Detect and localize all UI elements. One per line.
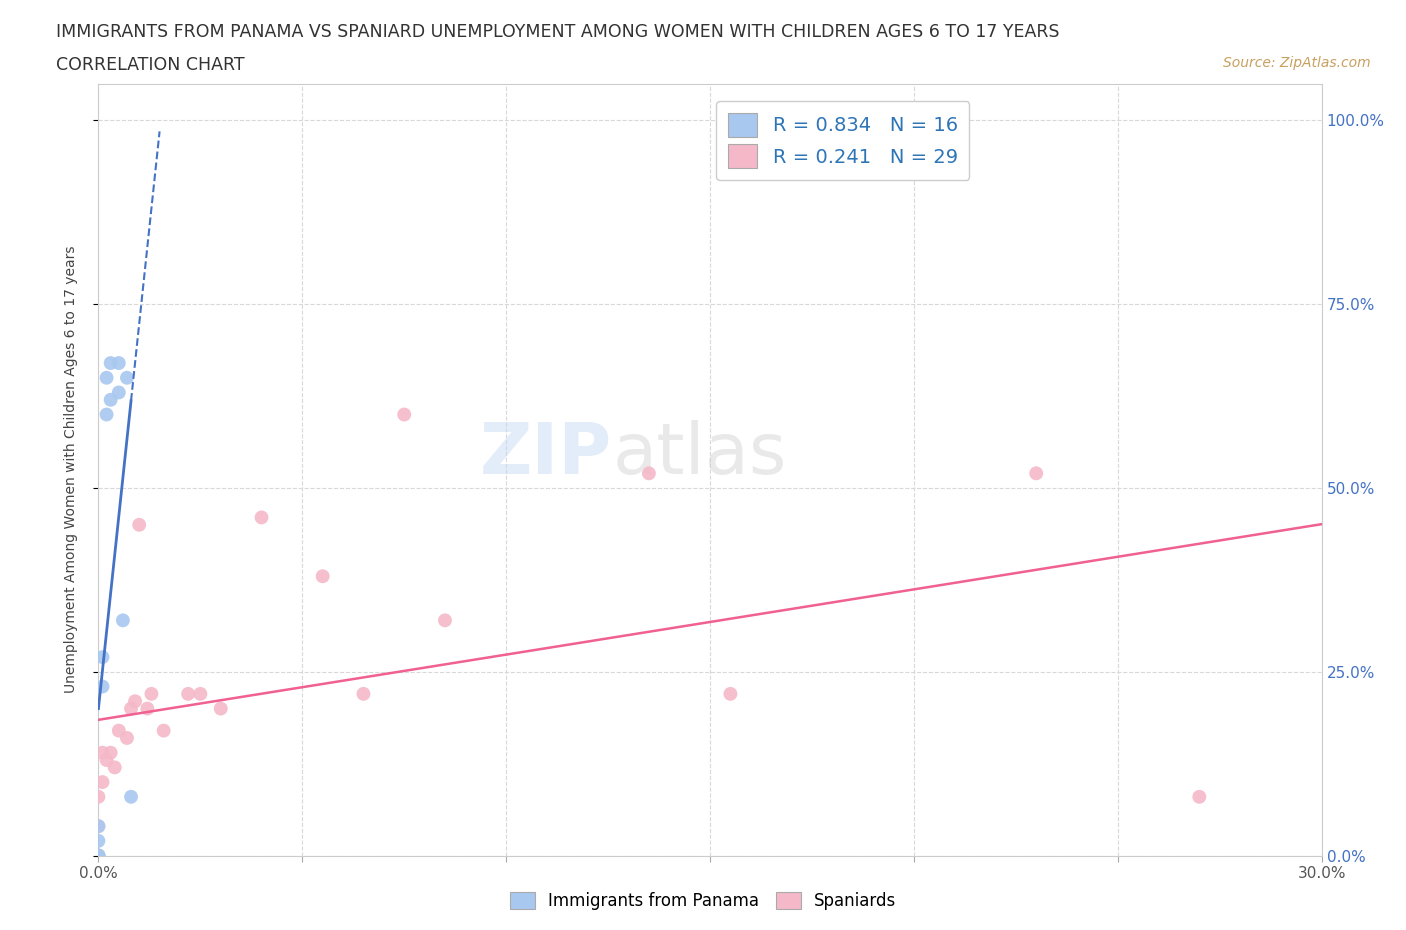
Point — [87, 848, 110, 863]
Point — [100, 355, 122, 370]
Point — [91, 650, 114, 665]
Point — [1025, 466, 1047, 481]
Point — [312, 569, 335, 584]
Text: Source: ZipAtlas.com: Source: ZipAtlas.com — [1223, 56, 1371, 70]
Point — [352, 686, 374, 701]
Text: CORRELATION CHART: CORRELATION CHART — [56, 56, 245, 73]
Point — [108, 385, 131, 400]
Legend: Immigrants from Panama, Spaniards: Immigrants from Panama, Spaniards — [503, 885, 903, 917]
Point — [87, 848, 110, 863]
Point — [100, 745, 122, 760]
Point — [87, 818, 110, 833]
Point — [638, 466, 661, 481]
Point — [434, 613, 457, 628]
Point — [177, 686, 200, 701]
Point — [108, 724, 131, 738]
Point — [87, 848, 110, 863]
Point — [96, 752, 118, 767]
Point — [91, 679, 114, 694]
Point — [136, 701, 159, 716]
Text: ZIP: ZIP — [479, 419, 612, 488]
Text: atlas: atlas — [612, 419, 786, 488]
Point — [100, 392, 122, 407]
Point — [392, 407, 416, 422]
Point — [104, 760, 127, 775]
Point — [124, 694, 146, 709]
Point — [120, 701, 142, 716]
Point — [87, 848, 110, 863]
Text: IMMIGRANTS FROM PANAMA VS SPANIARD UNEMPLOYMENT AMONG WOMEN WITH CHILDREN AGES 6: IMMIGRANTS FROM PANAMA VS SPANIARD UNEMP… — [56, 23, 1060, 41]
Point — [87, 848, 110, 863]
Point — [91, 775, 114, 790]
Y-axis label: Unemployment Among Women with Children Ages 6 to 17 years: Unemployment Among Women with Children A… — [63, 246, 77, 694]
Point — [111, 613, 134, 628]
Point — [209, 701, 232, 716]
Point — [96, 370, 118, 385]
Point — [91, 745, 114, 760]
Point — [87, 833, 110, 848]
Point — [720, 686, 742, 701]
Point — [108, 355, 131, 370]
Point — [188, 686, 212, 701]
Point — [96, 407, 118, 422]
Legend: R = 0.834   N = 16, R = 0.241   N = 29: R = 0.834 N = 16, R = 0.241 N = 29 — [716, 101, 969, 179]
Point — [1188, 790, 1211, 804]
Point — [115, 731, 138, 746]
Point — [152, 724, 174, 738]
Point — [87, 818, 110, 833]
Point — [115, 370, 138, 385]
Point — [128, 517, 150, 532]
Point — [87, 790, 110, 804]
Point — [250, 510, 273, 525]
Point — [141, 686, 163, 701]
Point — [120, 790, 142, 804]
